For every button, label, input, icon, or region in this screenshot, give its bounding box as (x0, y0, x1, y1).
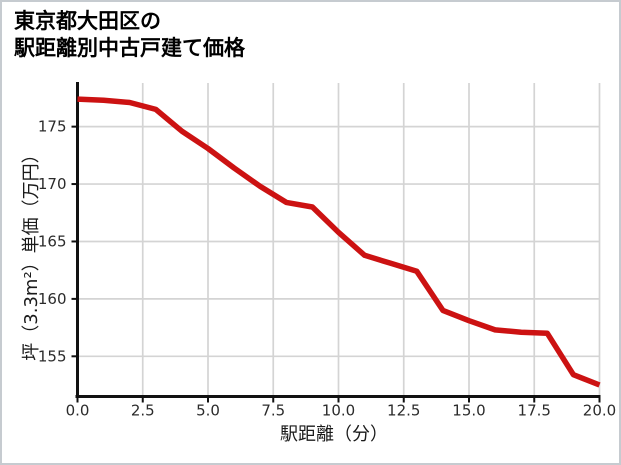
x-tick-label: 7.5 (261, 402, 285, 420)
y-tick-label: 170 (38, 175, 67, 193)
y-tick-label: 155 (38, 347, 67, 365)
x-tick-label: 20.0 (583, 402, 616, 420)
chart-title: 東京都大田区の駅距離別中古戸建て価格 (14, 8, 245, 62)
x-tick-label: 5.0 (196, 402, 220, 420)
x-axis-label: 駅距離（分） (280, 424, 388, 445)
y-tick-label: 165 (38, 232, 67, 250)
x-tick-label: 0.0 (66, 402, 90, 420)
y-axis-label: 坪（3.3m²）単価（万円） (21, 145, 42, 361)
x-tick-label: 2.5 (131, 402, 155, 420)
y-tick-label: 160 (38, 290, 67, 308)
price-line-series (77, 96, 601, 388)
y-tick-label: 175 (38, 118, 67, 136)
chart-title-line2: 駅距離別中古戸建て価格 (14, 36, 245, 60)
x-tick-label: 15.0 (452, 402, 485, 420)
x-tick-label: 12.5 (387, 402, 420, 420)
x-tick-label: 10.0 (322, 402, 355, 420)
x-tick-label: 17.5 (518, 402, 551, 420)
chart-title-line1: 東京都大田区の (14, 9, 161, 33)
